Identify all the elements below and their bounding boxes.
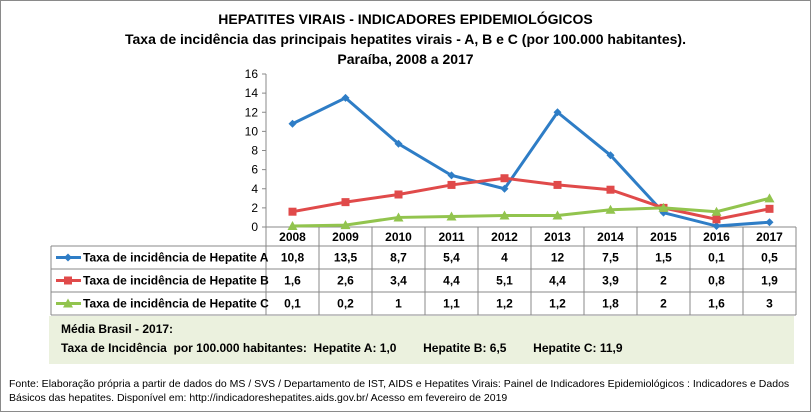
- legend-label-hepatite-a: Taxa de incidência de Hepatite A: [83, 251, 269, 265]
- x-category-label: 2009: [332, 230, 359, 244]
- data-point-hepatite-a: [288, 119, 297, 128]
- table-cell-hepatite-a: 0,5: [761, 251, 778, 265]
- data-point-hepatite-b: [606, 185, 615, 194]
- data-point-hepatite-b: [394, 190, 403, 199]
- data-point-hepatite-c: [393, 212, 404, 222]
- data-point-hepatite-a: [606, 151, 615, 160]
- table-cell-hepatite-a: 12: [551, 251, 565, 265]
- series-line-hepatite-c: [292, 196, 770, 228]
- table-cell-hepatite-a: 10,8: [281, 251, 305, 265]
- data-point-hepatite-c: [340, 220, 351, 230]
- x-category-label: 2012: [491, 230, 518, 244]
- x-category-label: 2017: [756, 230, 783, 244]
- data-point-hepatite-b: [500, 174, 509, 183]
- data-point-hepatite-b: [712, 215, 721, 224]
- series-line-hepatite-a: [291, 96, 770, 228]
- table-cell-hepatite-a: 0,1: [708, 251, 725, 265]
- y-tick-label: 14: [245, 86, 259, 100]
- brazil-average-heading: Média Brasil - 2017:: [61, 322, 174, 336]
- table-cell-hepatite-a: 4: [501, 251, 508, 265]
- data-point-hepatite-c: [552, 210, 563, 220]
- x-category-label: 2010: [385, 230, 412, 244]
- data-point-hepatite-a: [447, 171, 456, 180]
- table-cell-hepatite-b: 4,4: [443, 274, 460, 288]
- table-cell-hepatite-b: 1,6: [284, 274, 301, 288]
- data-point-hepatite-a: [765, 218, 774, 227]
- table-cell-hepatite-c: 3: [766, 297, 773, 311]
- brazil-average-values: Taxa de Incidência por 100.000 habitante…: [61, 341, 623, 355]
- table-cell-hepatite-b: 0,8: [708, 274, 725, 288]
- legend-label-hepatite-b: Taxa de incidência de Hepatite B: [83, 274, 269, 288]
- table-cell-hepatite-c: 1,2: [549, 297, 566, 311]
- legend-label-hepatite-c: Taxa de incidência de Hepatite C: [83, 297, 269, 311]
- x-category-label: 2016: [703, 230, 730, 244]
- x-category-label: 2008: [279, 230, 306, 244]
- table-cell-hepatite-c: 1,1: [443, 297, 460, 311]
- chart-subtitle-period: Paraíba, 2008 a 2017: [337, 51, 474, 67]
- y-tick-label: 4: [251, 182, 258, 196]
- y-tick-label: 2: [251, 201, 258, 215]
- chart-subtitle: Taxa de incidência das principais hepati…: [125, 31, 686, 47]
- table-cell-hepatite-b: 3,4: [390, 274, 407, 288]
- table-cell-hepatite-b: 5,1: [496, 274, 513, 288]
- table-cell-hepatite-c: 1,6: [708, 297, 725, 311]
- data-point-hepatite-a: [553, 108, 562, 117]
- data-point-hepatite-a: [712, 222, 721, 231]
- table-cell-hepatite-c: 0,1: [284, 297, 301, 311]
- data-point-hepatite-c: [764, 193, 775, 203]
- brazil-average-box: Média Brasil - 2017: Taxa de Incidência …: [49, 316, 794, 364]
- data-point-hepatite-b: [447, 180, 456, 189]
- y-tick-label: 0: [251, 220, 258, 234]
- data-point-hepatite-c: [605, 204, 616, 214]
- data-point-hepatite-b: [765, 204, 774, 213]
- data-point-hepatite-c: [446, 211, 457, 221]
- data-point-hepatite-c: [499, 210, 510, 220]
- y-tick-label: 16: [245, 67, 259, 81]
- table-cell-hepatite-b: 1,9: [761, 274, 778, 288]
- x-category-label: 2013: [544, 230, 571, 244]
- data-point-hepatite-c: [287, 221, 298, 231]
- table-cell-hepatite-a: 7,5: [602, 251, 619, 265]
- y-tick-label: 10: [245, 124, 259, 138]
- data-point-hepatite-b: [341, 198, 350, 207]
- legend-marker-hepatite-a: [64, 253, 72, 262]
- data-point-hepatite-a: [394, 139, 403, 148]
- data-point-hepatite-b: [288, 207, 297, 216]
- table-cell-hepatite-c: 1,2: [496, 297, 513, 311]
- y-tick-label: 8: [251, 144, 258, 158]
- source-note: Fonte: Elaboração própria a partir de da…: [9, 378, 790, 404]
- data-point-hepatite-b: [553, 180, 562, 189]
- table-cell-hepatite-c: 1,8: [602, 297, 619, 311]
- x-category-label: 2011: [438, 230, 464, 244]
- table-cell-hepatite-b: 3,9: [602, 274, 619, 288]
- table-cell-hepatite-c: 2: [660, 297, 667, 311]
- table-cell-hepatite-b: 4,4: [549, 274, 566, 288]
- series-line-hepatite-b: [292, 176, 770, 221]
- data-point-hepatite-a: [500, 184, 509, 193]
- legend-marker-hepatite-c: [63, 298, 73, 308]
- chart-title: HEPATITES VIRAIS - INDICADORES EPIDEMIOL…: [218, 11, 593, 27]
- table-cell-hepatite-a: 8,7: [390, 251, 407, 265]
- y-tick-label: 12: [245, 105, 259, 119]
- data-point-hepatite-a: [341, 93, 350, 102]
- table-cell-hepatite-a: 1,5: [655, 251, 672, 265]
- table-cell-hepatite-b: 2,6: [337, 274, 354, 288]
- y-tick-label: 6: [251, 163, 258, 177]
- table-cell-hepatite-b: 2: [660, 274, 667, 288]
- table-cell-hepatite-c: 0,2: [337, 297, 354, 311]
- data-point-hepatite-c: [711, 206, 722, 216]
- table-cell-hepatite-a: 13,5: [334, 251, 358, 265]
- x-category-label: 2015: [650, 230, 677, 244]
- table-cell-hepatite-a: 5,4: [443, 251, 460, 265]
- x-category-label: 2014: [597, 230, 624, 244]
- data-point-hepatite-c: [658, 202, 669, 212]
- table-cell-hepatite-c: 1: [395, 297, 402, 311]
- legend-marker-hepatite-b: [64, 276, 72, 285]
